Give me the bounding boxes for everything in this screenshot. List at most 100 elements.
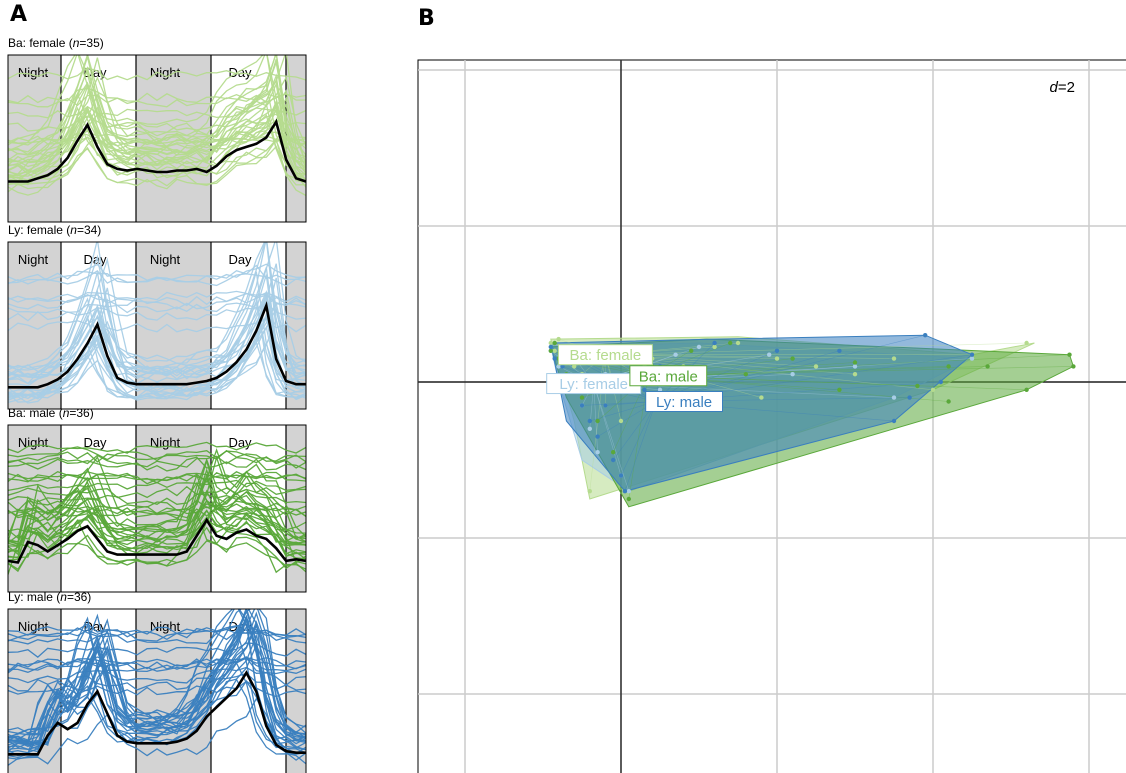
point-ly-male: [611, 457, 616, 463]
point-ly-male: [587, 418, 592, 424]
phase-label: Night: [150, 252, 181, 267]
phase-label: Night: [18, 65, 49, 80]
point-ly-male: [938, 379, 943, 385]
phase-label: Day: [228, 65, 252, 80]
point-ba-male: [946, 399, 951, 404]
subplot-ba_male: Ba: male (n=36)Night Day Night Day: [7, 406, 307, 593]
subplot-title-ly_female: Ly: female (n=34): [8, 223, 101, 237]
point-ly-male: [552, 356, 557, 361]
panel-a-activity-profiles: Ba: female (n=35) Night Day Night Day Ly: fem…: [7, 36, 307, 773]
individual-line: [8, 509, 306, 555]
individual-line: [8, 511, 306, 575]
individual-line: [8, 317, 306, 333]
point-ba-male: [689, 348, 694, 353]
phase-label: Night: [150, 619, 181, 634]
point-ba-male: [743, 372, 748, 377]
individual-line: [8, 456, 306, 472]
mean-line: [8, 517, 306, 564]
spoke: [648, 375, 1027, 391]
individual-line: [8, 629, 306, 645]
spoke: [589, 401, 657, 422]
spoke: [648, 354, 1070, 377]
point-ly-female: [673, 352, 678, 357]
point-ly-male: [560, 364, 565, 369]
individual-lines: [8, 609, 306, 766]
individual-line: [8, 623, 306, 637]
subplot-title-ly_male: Ly: male (n=36): [8, 590, 91, 604]
group-labels: Ba: female Ly: female Ba: male Ly: male: [546, 344, 724, 412]
point-ba-female: [552, 348, 557, 353]
individual-line: [8, 59, 306, 175]
individual-line: [8, 296, 306, 314]
point-ly-male: [969, 352, 975, 357]
phase-label: Day: [228, 252, 252, 267]
point-ly-male: [618, 473, 624, 478]
individual-line: [8, 304, 306, 400]
individual-line: [8, 290, 306, 371]
point-ba-female: [759, 395, 764, 400]
individual-line: [8, 242, 306, 374]
panel-a-letter: A: [10, 2, 28, 27]
spoke: [593, 383, 622, 476]
individual-line: [8, 697, 306, 766]
individual-line: [8, 672, 306, 692]
individual-line: [8, 293, 306, 307]
individual-line: [8, 500, 306, 517]
point-ba-female: [813, 364, 819, 369]
individual-line: [8, 446, 306, 463]
point-ly-female: [790, 372, 795, 377]
point-ba-female: [852, 372, 858, 377]
point-ly-male: [774, 348, 780, 353]
phase-label: Night: [18, 619, 49, 634]
point-ly-male: [837, 348, 842, 353]
individual-lines: [8, 441, 306, 575]
point-ba-female: [548, 340, 553, 346]
point-ly-male: [579, 403, 585, 408]
individual-line: [8, 623, 306, 745]
point-ba-male: [728, 340, 733, 346]
point-ly-female: [891, 395, 897, 400]
point-ly-male: [603, 403, 608, 408]
phase-label: Night: [18, 435, 49, 450]
spoke: [628, 375, 649, 500]
subplot-title-ba_male: Ba: male (n=36): [8, 406, 94, 420]
phase-label: Night: [150, 65, 181, 80]
point-ly-male: [548, 344, 553, 350]
spoke: [581, 401, 657, 406]
point-ly-male: [923, 333, 928, 338]
point-ba-female: [735, 340, 741, 346]
individual-line: [8, 145, 306, 193]
mean-line: [8, 118, 306, 183]
subplot-frame: [7, 54, 307, 223]
panel-b-letter: B: [418, 6, 435, 31]
point-ba-female: [1024, 340, 1029, 346]
spoke: [612, 375, 649, 453]
individual-line: [8, 485, 306, 499]
individual-line: [8, 55, 306, 153]
spoke: [648, 366, 1074, 377]
grid-scale-annotation: d=2: [1050, 79, 1075, 96]
individual-line: [8, 498, 306, 512]
point-ly-female: [657, 387, 663, 392]
point-ly-female: [969, 356, 975, 361]
individual-line: [8, 656, 306, 667]
individual-line: [8, 628, 306, 642]
individual-line: [8, 87, 306, 104]
phase-label: Night: [18, 252, 49, 267]
individual-line: [8, 491, 306, 506]
point-ba-male: [595, 418, 600, 424]
individual-line: [8, 508, 306, 547]
spoke: [620, 401, 657, 476]
point-ly-male: [595, 434, 600, 439]
individual-line: [8, 620, 306, 746]
individual-line: [8, 481, 306, 537]
individual-line: [8, 277, 306, 397]
individual-line: [8, 540, 306, 573]
point-ly-male: [642, 387, 647, 392]
individual-line: [8, 89, 306, 168]
point-ly-female: [595, 450, 600, 455]
individual-line: [8, 611, 306, 748]
individual-line: [8, 294, 306, 310]
group-label-box: [629, 365, 708, 387]
